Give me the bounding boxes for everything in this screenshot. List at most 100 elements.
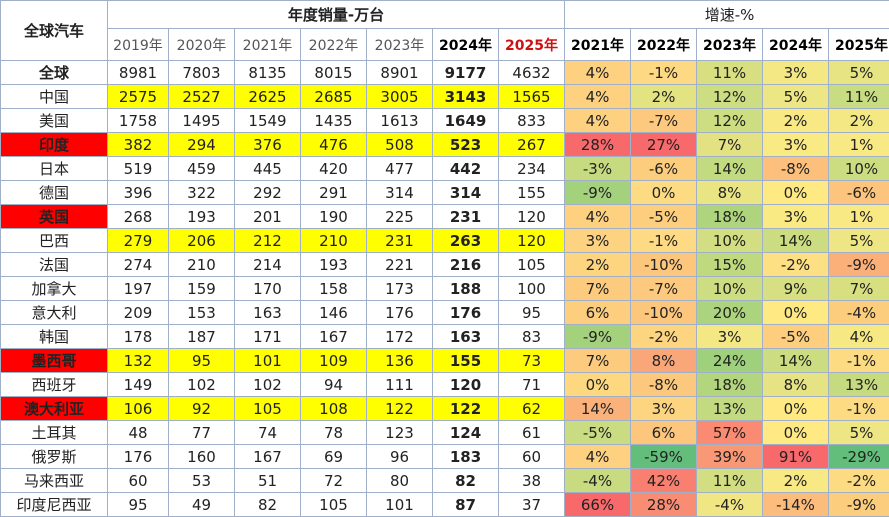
sales-cell: 197: [108, 277, 169, 301]
growth-cell: 10%: [697, 277, 763, 301]
growth-cell: -3%: [565, 157, 631, 181]
country-name-cell: 日本: [1, 157, 108, 181]
sales-cell: 476: [301, 133, 367, 157]
growth-cell: 11%: [697, 469, 763, 493]
sales-cell: 94: [301, 373, 367, 397]
sales-year-header: 2023年: [367, 29, 433, 61]
sales-cell: 136: [367, 349, 433, 373]
growth-cell: -5%: [763, 325, 829, 349]
growth-cell: -2%: [763, 253, 829, 277]
sales-cell: 74: [235, 421, 301, 445]
growth-cell: -8%: [631, 373, 697, 397]
sales-cell: 163: [235, 301, 301, 325]
growth-cell: -7%: [631, 277, 697, 301]
sales-cell: 132: [108, 349, 169, 373]
sales-cell: 80: [367, 469, 433, 493]
sales-cell: 459: [169, 157, 235, 181]
sales-cell: 9177: [433, 61, 499, 85]
sales-cell: 83: [499, 325, 565, 349]
sales-cell: 102: [235, 373, 301, 397]
sales-cell: 1613: [367, 109, 433, 133]
sales-cell: 477: [367, 157, 433, 181]
growth-cell: 4%: [565, 109, 631, 133]
growth-cell: 10%: [697, 229, 763, 253]
sales-cell: 155: [433, 349, 499, 373]
growth-year-header: 2025年: [829, 29, 889, 61]
growth-cell: -9%: [829, 493, 889, 517]
sales-title: 年度销量-万台: [108, 1, 565, 29]
sales-cell: 1549: [235, 109, 301, 133]
growth-cell: 5%: [829, 229, 889, 253]
sales-cell: 167: [301, 325, 367, 349]
country-name-cell: 中国: [1, 85, 108, 109]
sales-year-header: 2022年: [301, 29, 367, 61]
sales-cell: 102: [169, 373, 235, 397]
sales-cell: 294: [169, 133, 235, 157]
sales-cell: 2685: [301, 85, 367, 109]
growth-cell: 13%: [829, 373, 889, 397]
growth-cell: -1%: [829, 349, 889, 373]
sales-cell: 101: [367, 493, 433, 517]
growth-year-header: 2021年: [565, 29, 631, 61]
sales-cell: 508: [367, 133, 433, 157]
sales-cell: 274: [108, 253, 169, 277]
sales-cell: 8901: [367, 61, 433, 85]
sales-cell: 95: [499, 301, 565, 325]
sales-cell: 60: [108, 469, 169, 493]
sales-cell: 176: [367, 301, 433, 325]
growth-cell: -29%: [829, 445, 889, 469]
growth-cell: -7%: [631, 109, 697, 133]
growth-cell: 7%: [565, 349, 631, 373]
growth-cell: -9%: [829, 253, 889, 277]
growth-cell: 15%: [697, 253, 763, 277]
sales-cell: 96: [367, 445, 433, 469]
sales-cell: 108: [301, 397, 367, 421]
sales-cell: 292: [235, 181, 301, 205]
growth-cell: 4%: [829, 325, 889, 349]
growth-cell: 1%: [829, 133, 889, 157]
growth-cell: 10%: [829, 157, 889, 181]
sales-cell: 314: [433, 181, 499, 205]
growth-cell: -5%: [631, 205, 697, 229]
growth-cell: 4%: [565, 85, 631, 109]
growth-cell: -5%: [565, 421, 631, 445]
growth-cell: 28%: [565, 133, 631, 157]
sales-cell: 72: [301, 469, 367, 493]
growth-cell: 2%: [829, 109, 889, 133]
growth-cell: 0%: [763, 397, 829, 421]
country-name-cell: 法国: [1, 253, 108, 277]
growth-cell: 9%: [763, 277, 829, 301]
sales-cell: 221: [367, 253, 433, 277]
growth-title: 增速-%: [565, 1, 889, 29]
country-name-cell: 美国: [1, 109, 108, 133]
sales-cell: 78: [301, 421, 367, 445]
sales-cell: 105: [235, 397, 301, 421]
sales-cell: 2575: [108, 85, 169, 109]
sales-cell: 163: [433, 325, 499, 349]
sales-cell: 178: [108, 325, 169, 349]
sales-cell: 120: [499, 205, 565, 229]
growth-cell: 6%: [631, 421, 697, 445]
growth-cell: 2%: [763, 469, 829, 493]
sales-cell: 82: [433, 469, 499, 493]
growth-cell: 8%: [697, 181, 763, 205]
growth-cell: 0%: [565, 373, 631, 397]
growth-cell: 6%: [565, 301, 631, 325]
sales-cell: 95: [169, 349, 235, 373]
country-name-cell: 加拿大: [1, 277, 108, 301]
sales-cell: 201: [235, 205, 301, 229]
sales-cell: 267: [499, 133, 565, 157]
sales-cell: 1758: [108, 109, 169, 133]
sales-cell: 206: [169, 229, 235, 253]
sales-cell: 2625: [235, 85, 301, 109]
sales-cell: 833: [499, 109, 565, 133]
growth-cell: 2%: [565, 253, 631, 277]
growth-cell: 3%: [763, 133, 829, 157]
